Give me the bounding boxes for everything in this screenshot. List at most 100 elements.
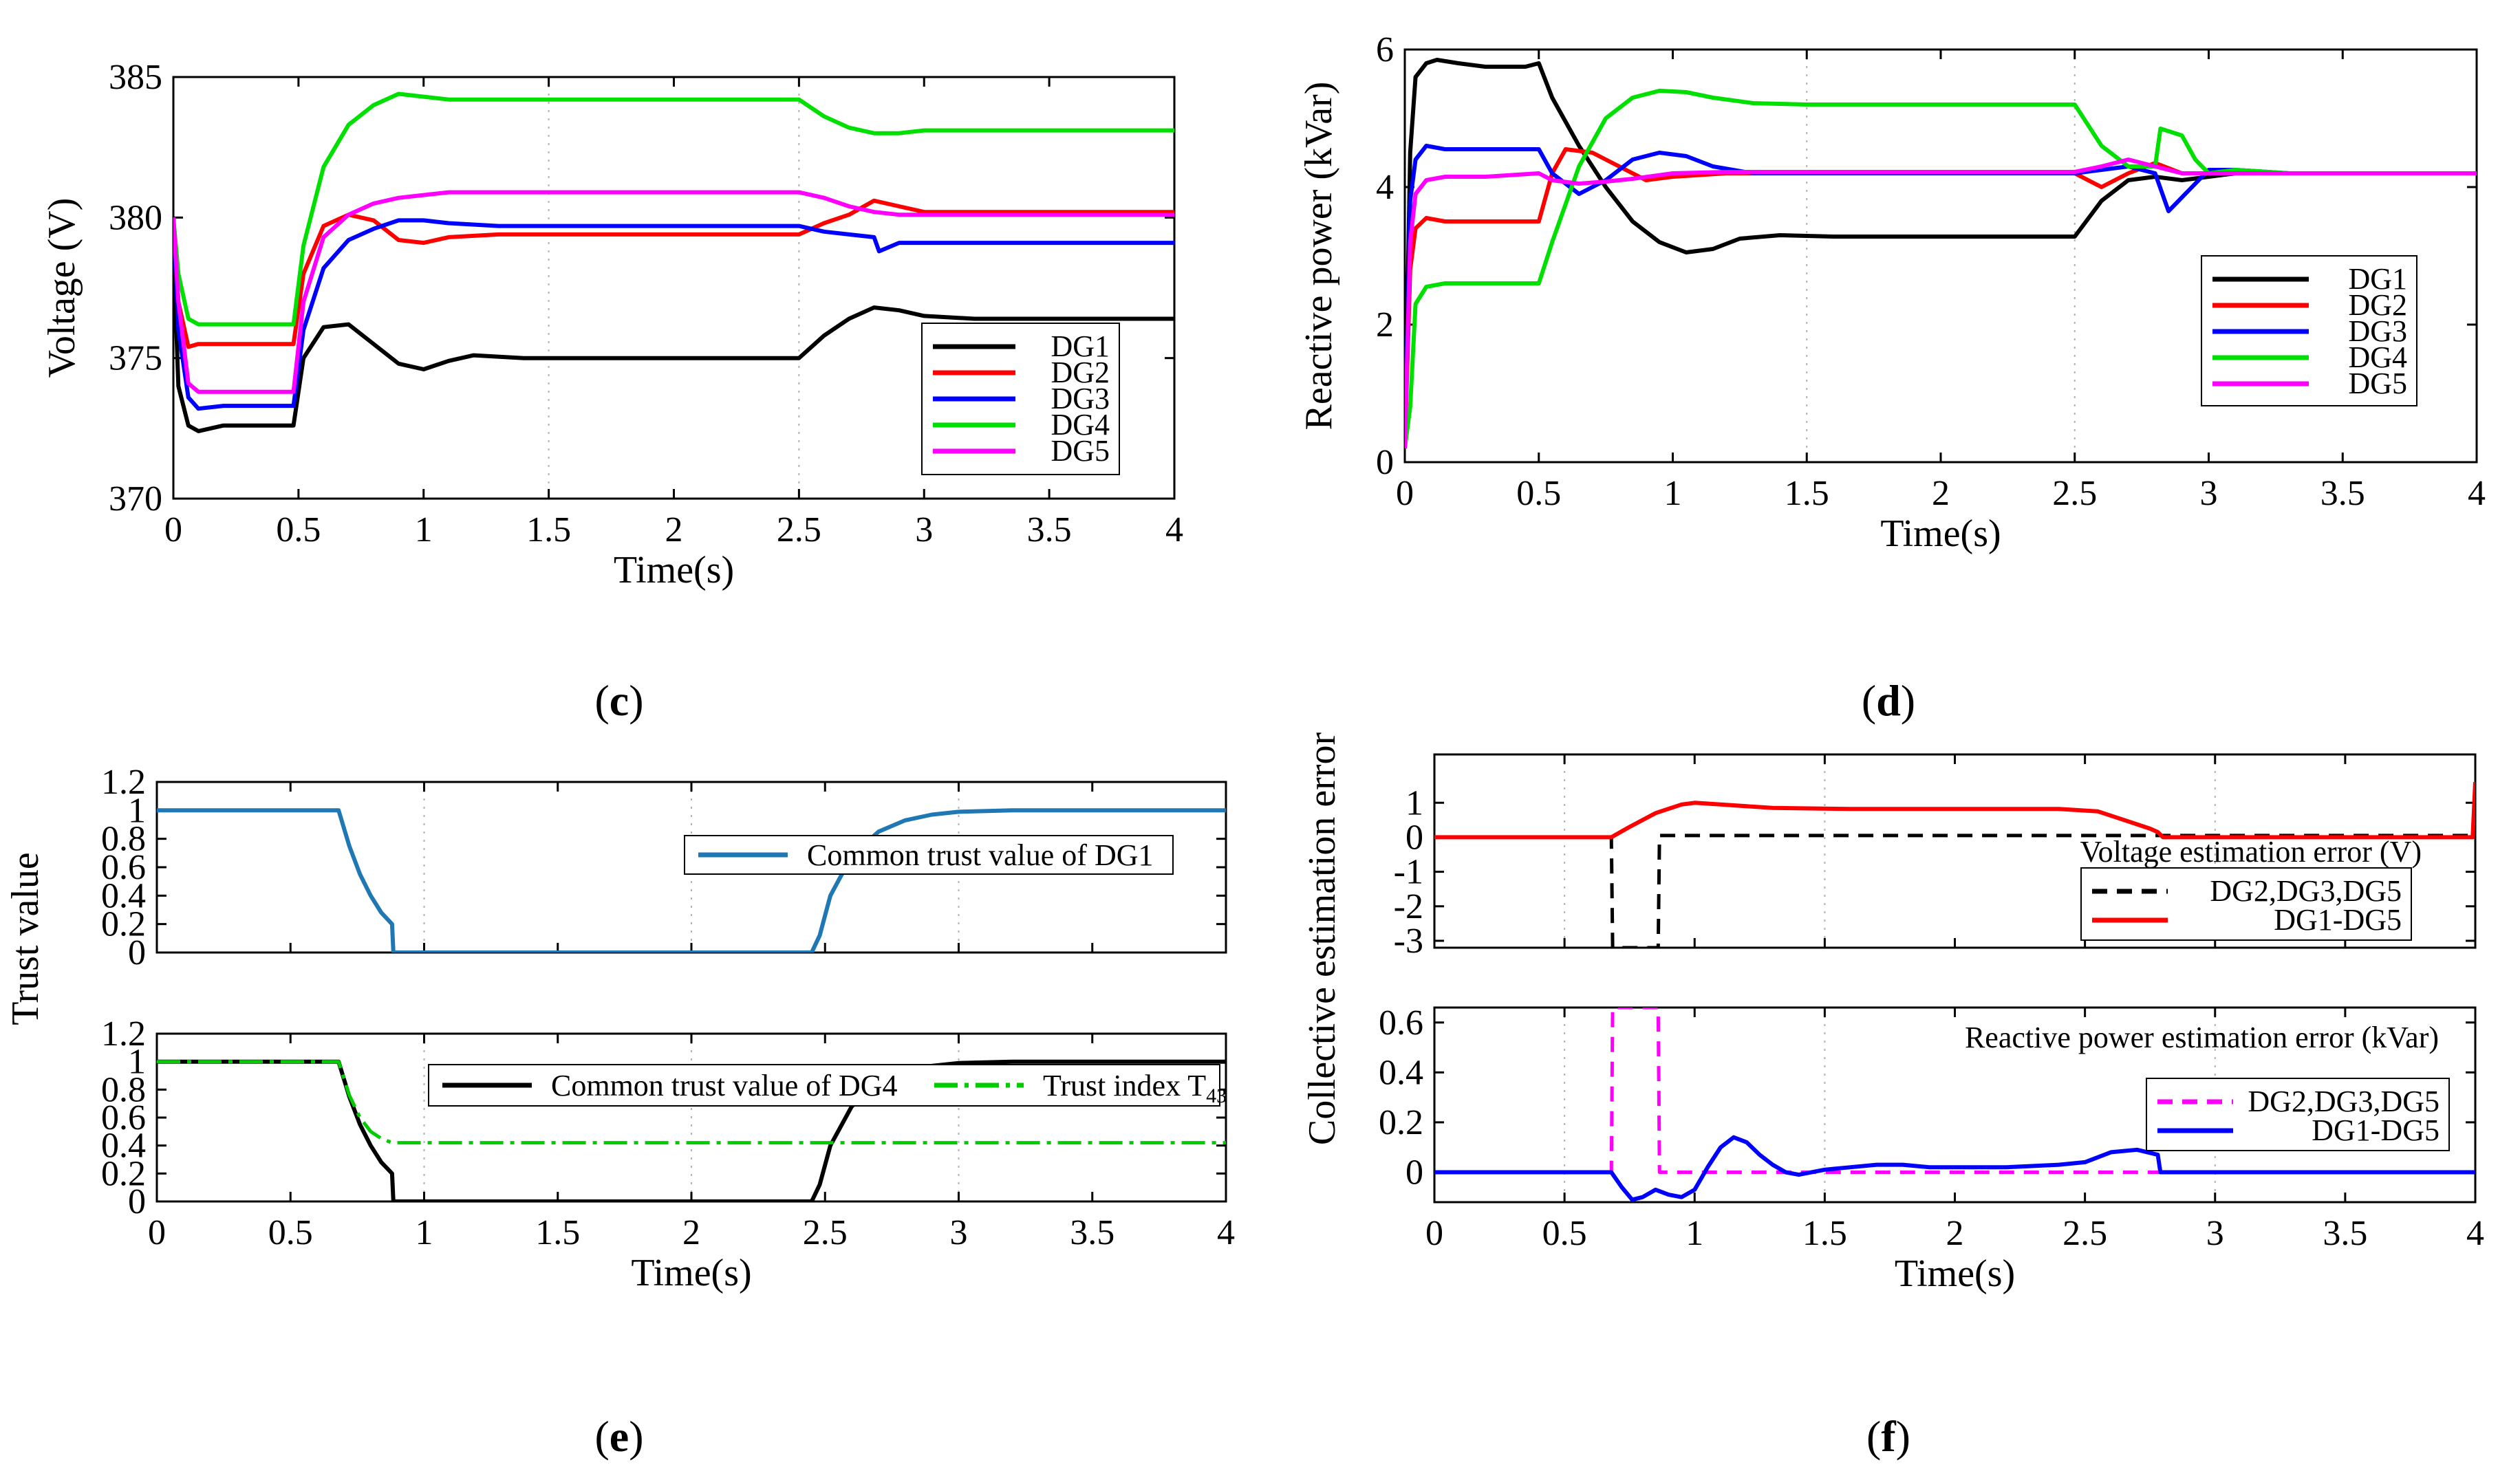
y-tick-label: 1.2 (101, 1014, 146, 1054)
series-line-dg1 (173, 246, 1174, 433)
y-tick-label: -1 (1394, 853, 1423, 892)
series-line-dg1-dg5 (1434, 1135, 2475, 1202)
x-tick-label: 3.5 (2320, 474, 2365, 513)
y-tick-label: 4 (1376, 168, 1394, 207)
legend-label: DG3 (2348, 314, 2407, 348)
x-tick-label: 2.5 (803, 1213, 848, 1252)
legend-label: DG2 (1051, 356, 1110, 389)
x-tick-label: 4 (1217, 1213, 1235, 1252)
y-tick-label: 0 (128, 933, 146, 972)
x-tick-label: 1.5 (1785, 474, 1829, 513)
panel-label-f: (f) (1866, 1412, 1910, 1461)
panel-f-bottom: 0 0.5 1 1.5 2 2.5 3 3.5 4 0 0.2 0.4 0.6 Time(s) Collec… (1301, 732, 2484, 1295)
x-tick-label: 3.5 (1027, 510, 1072, 549)
x-tick-label: 2.5 (777, 510, 821, 549)
y-tick-label: 0.6 (1379, 1003, 1423, 1043)
x-tick-label: 2 (1932, 474, 1950, 513)
x-tick-label: 4 (1165, 510, 1183, 549)
legend-label: Common trust value of DG4 (551, 1069, 898, 1102)
y-tick-label: 0.4 (101, 1127, 146, 1166)
panel-d: 0 0.5 1 1.5 2 2.5 3 3.5 4 0 2 4 6 Time(s) Reactive pow… (1297, 30, 2486, 555)
y-tick-label: 0.6 (101, 848, 146, 887)
legend-label: DG4 (1051, 408, 1110, 442)
plot-title: Voltage estimation error (V) (2080, 835, 2422, 869)
series-line-trust-index-t (157, 1060, 1226, 1145)
y-tick-label: 0 (128, 1182, 146, 1221)
x-axis-label: Time(s) (1895, 1252, 2015, 1295)
x-tick-label: 3.5 (1070, 1213, 1114, 1252)
y-tick-label: -2 (1394, 887, 1423, 926)
legend-label: DG1-DG5 (2312, 1113, 2440, 1147)
y-tick-label: 0.2 (1379, 1103, 1423, 1142)
legend-label: DG3 (1051, 382, 1110, 415)
y-tick-label: 1.2 (101, 763, 146, 802)
y-tick-label: 0 (1406, 1153, 1423, 1192)
y-tick-label: 0.4 (1379, 1053, 1423, 1092)
x-tick-label: 2.5 (2063, 1214, 2107, 1253)
x-tick-label: 0 (1425, 1214, 1443, 1253)
legend-label: DG1 (1051, 329, 1110, 363)
y-tick-label: 6 (1376, 30, 1394, 69)
panel-c: 0 0.5 1 1.5 2 2.5 3 3.5 4 370 375 380 385 Time(s) Volt… (41, 58, 1183, 591)
y-tick-label: 0.2 (101, 905, 146, 944)
x-tick-label: 3 (2206, 1214, 2224, 1253)
x-tick-label: 0 (1396, 474, 1414, 513)
series-line-dg2 (173, 198, 1174, 349)
x-tick-label: 1 (1686, 1214, 1703, 1253)
plot-title: Reactive power estimation error (kVar) (1965, 1021, 2439, 1054)
y-tick-label: 0 (1376, 443, 1394, 482)
x-tick-label: 1.5 (535, 1213, 580, 1252)
y-tick-label: 1 (128, 791, 146, 830)
x-tick-label: 3 (2200, 474, 2218, 513)
x-tick-label: 0.5 (276, 510, 321, 549)
x-tick-label: 2.5 (2052, 474, 2097, 513)
y-axis-label: Collective estimation error (1301, 732, 1344, 1146)
legend-label: DG1 (2348, 262, 2407, 296)
x-tick-label: 3 (915, 510, 933, 549)
series-line-dg5 (173, 190, 1174, 394)
x-tick-label: 2 (682, 1213, 700, 1252)
x-tick-label: 1 (416, 1213, 433, 1252)
series-line-dg4 (173, 91, 1174, 327)
x-tick-label: 3 (950, 1213, 968, 1252)
x-tick-label: 4 (2466, 1214, 2484, 1253)
x-tick-label: 1 (415, 510, 433, 549)
panel-e-bottom: 0 0.5 1 1.5 2 2.5 3 3.5 400.20.40.60.811.2Time(s… (4, 852, 1235, 1294)
x-tick-label: 1 (1664, 474, 1682, 513)
x-tick-label: 0.5 (268, 1213, 313, 1252)
legend-label: DG5 (1051, 434, 1110, 468)
x-tick-label: 1.5 (1802, 1214, 1847, 1253)
x-tick-label: 0.5 (1542, 1214, 1587, 1253)
legend-label: Common trust value of DG1 (807, 838, 1154, 872)
y-axis-label: Voltage (V) (41, 198, 83, 378)
legend-box (428, 1064, 1220, 1107)
x-tick-label: 4 (2468, 474, 2486, 513)
y-tick-label: 1 (128, 1043, 146, 1082)
legend-label: DG2,DG3,DG5 (2210, 874, 2402, 908)
series-line-dg1 (1405, 58, 2477, 449)
x-tick-label: 0.5 (1516, 474, 1561, 513)
legend-label: DG5 (2348, 367, 2407, 400)
legend-box (2146, 1078, 2450, 1151)
x-tick-label: 3.5 (2323, 1214, 2367, 1253)
y-tick-label: 370 (109, 479, 162, 519)
legend-label: DG1-DG5 (2274, 903, 2402, 937)
x-tick-label: 0 (164, 510, 182, 549)
x-axis-label: Time(s) (614, 549, 734, 591)
y-tick-label: 0.8 (101, 820, 146, 859)
series-line-dg4 (1405, 89, 2477, 449)
y-tick-label: -3 (1394, 922, 1423, 961)
x-tick-label: 2 (1946, 1214, 1964, 1253)
y-tick-label: 2 (1376, 305, 1394, 345)
panel-label-e: (e) (594, 1412, 643, 1461)
x-axis-label: Time(s) (631, 1252, 751, 1294)
x-tick-label: 0 (148, 1213, 166, 1252)
x-axis-label: Time(s) (1880, 512, 2001, 555)
x-tick-label: 1.5 (526, 510, 571, 549)
y-tick-label: 385 (109, 58, 162, 97)
y-tick-label: 0.4 (101, 876, 146, 915)
legend-label: DG2 (2348, 288, 2407, 322)
y-tick-label: 0.6 (101, 1098, 146, 1138)
series-line-dg1-dg5 (1434, 781, 2475, 840)
